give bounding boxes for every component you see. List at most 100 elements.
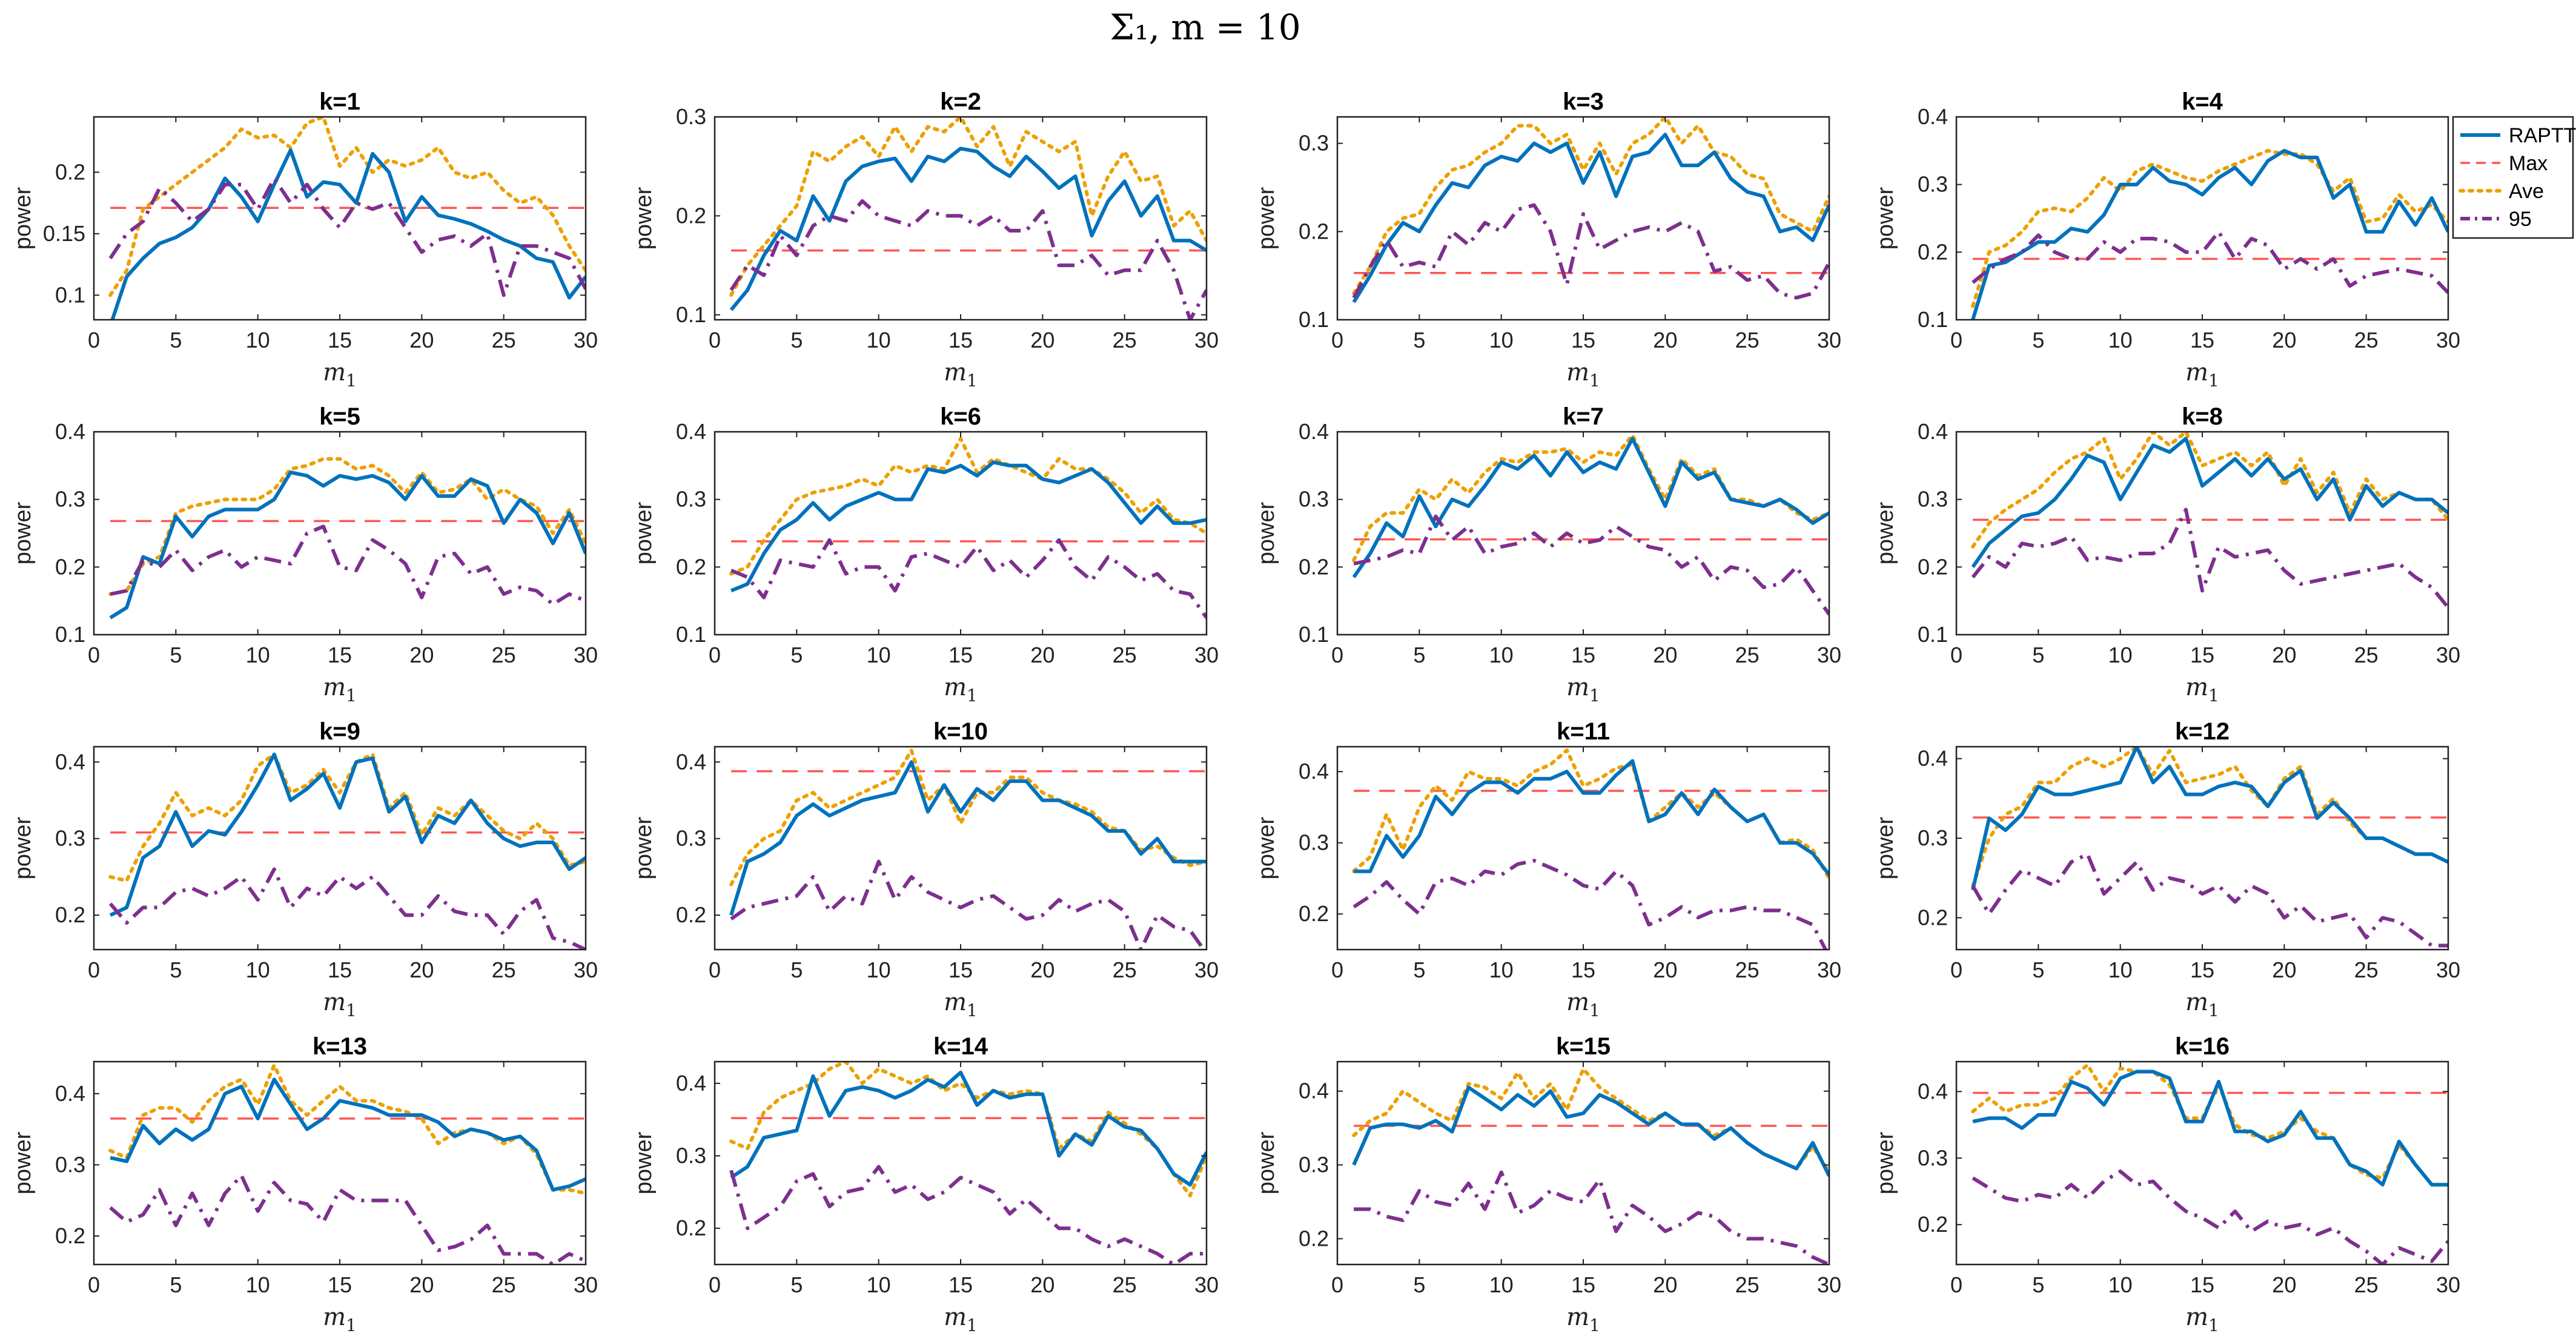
panel-k=5: 0 5 10 15 20 25 30 0.1 0.2 0.3 0.4 k=5 power m1 <box>10 403 598 706</box>
series-line-raptt <box>1352 133 1829 303</box>
y-tick-label: 0.2 <box>55 159 85 184</box>
series-line-95 <box>1971 852 2448 948</box>
x-tick-label: 5 <box>170 328 182 352</box>
x-tick-label: 20 <box>1653 1272 1677 1297</box>
y-tick-label: 0.4 <box>1918 419 1948 444</box>
x-tick-label: 10 <box>867 1272 891 1297</box>
series-line-raptt <box>109 752 586 917</box>
series-line-ave <box>1352 1067 1829 1174</box>
y-tick-label: 0.3 <box>1299 830 1329 855</box>
x-tick-label: 5 <box>170 1272 182 1297</box>
x-tick-label: 15 <box>2190 643 2214 667</box>
plot-area <box>715 432 1207 635</box>
x-tick-label: 30 <box>2436 328 2460 352</box>
series-line-ave <box>729 437 1207 576</box>
panel-title: k=13 <box>313 1033 367 1060</box>
panel-k=8: 0 5 10 15 20 25 30 0.1 0.2 0.3 0.4 k=8 power m1 <box>1873 403 2460 706</box>
panel-k=11: 0 5 10 15 20 25 30 0.2 0.3 0.4 k=11 power m1 <box>1254 718 1841 1020</box>
series-line-ave <box>729 117 1207 297</box>
y-axis-label: power <box>1254 1131 1279 1194</box>
series-line-95 <box>109 1174 586 1265</box>
y-tick-label: 0.3 <box>55 826 85 851</box>
y-tick-label: 0.3 <box>1299 487 1329 512</box>
x-tick-label: 15 <box>1571 957 1595 982</box>
y-axis-label: power <box>1873 187 1898 250</box>
panel-k=1: 0 5 10 15 20 25 30 0.1 0.15 0.2 k=1 power m1 <box>10 88 598 391</box>
y-tick-label: 0.2 <box>676 1215 706 1240</box>
legend-label-95: 95 <box>2509 208 2532 231</box>
series-line-95 <box>729 199 1207 320</box>
y-tick-label: 0.3 <box>1918 172 1948 197</box>
y-tick-label: 0.3 <box>55 487 85 512</box>
x-tick-label: 30 <box>2436 643 2460 667</box>
x-axis-label: m1 <box>944 1303 978 1335</box>
legend-label-max: Max <box>2509 152 2548 175</box>
x-tick-label: 0 <box>1950 328 1962 352</box>
x-tick-label: 0 <box>709 643 721 667</box>
series-line-raptt <box>729 760 1207 916</box>
panel-title: k=14 <box>933 1033 988 1060</box>
y-tick-label: 0.2 <box>676 554 706 579</box>
series-group <box>1352 748 1829 950</box>
x-tick-label: 20 <box>1653 643 1677 667</box>
x-tick-label: 25 <box>492 957 516 982</box>
panel-k=3: 0 5 10 15 20 25 30 0.1 0.2 0.3 k=3 power m1 <box>1254 88 1841 391</box>
panel-k=7: 0 5 10 15 20 25 30 0.1 0.2 0.3 0.4 k=7 power m1 <box>1254 403 1841 706</box>
x-tick-label: 15 <box>949 328 973 352</box>
x-tick-label: 0 <box>88 328 100 352</box>
x-tick-label: 10 <box>246 1272 270 1297</box>
y-tick-label: 0.4 <box>55 749 85 774</box>
y-tick-label: 0.2 <box>676 902 706 927</box>
x-tick-label: 0 <box>88 643 100 667</box>
panel-title: k=9 <box>319 718 360 745</box>
panel-k=15: 0 5 10 15 20 25 30 0.2 0.3 0.4 k=15 power m1 <box>1254 1033 1841 1335</box>
y-tick-label: 0.4 <box>1918 104 1948 129</box>
series-line-raptt <box>1971 437 2448 569</box>
series-line-ave <box>108 1063 586 1195</box>
x-tick-label: 25 <box>1113 957 1137 982</box>
x-tick-label: 5 <box>2032 328 2044 352</box>
series-group <box>729 1062 1207 1265</box>
x-tick-label: 0 <box>1331 957 1343 982</box>
x-tick-label: 30 <box>2436 957 2460 982</box>
panel-title: k=16 <box>2175 1033 2230 1060</box>
x-tick-label: 10 <box>867 957 891 982</box>
x-tick-label: 30 <box>1817 957 1841 982</box>
series-line-raptt <box>1352 1085 1829 1177</box>
series-line-raptt <box>1971 747 2448 891</box>
plot-area <box>94 432 586 635</box>
series-line-95 <box>1972 1169 2448 1265</box>
series-group <box>108 117 586 320</box>
x-tick-label: 20 <box>1653 957 1677 982</box>
y-tick-label: 0.3 <box>1918 487 1948 512</box>
plot-area <box>1337 747 1829 950</box>
y-tick-label: 0.3 <box>676 1143 706 1168</box>
x-tick-label: 25 <box>1113 328 1137 352</box>
x-tick-label: 30 <box>1817 1272 1841 1297</box>
y-tick-label: 0.3 <box>1918 1145 1948 1170</box>
legend-label-raptt: RAPTT <box>2509 124 2576 147</box>
x-tick-label: 0 <box>1950 957 1962 982</box>
x-tick-label: 0 <box>88 957 100 982</box>
y-axis-label: power <box>1873 501 1898 564</box>
x-tick-label: 5 <box>1413 643 1425 667</box>
y-tick-label: 0.1 <box>55 622 85 647</box>
panel-k=9: 0 5 10 15 20 25 30 0.2 0.3 0.4 k=9 power m1 <box>10 718 598 1020</box>
series-line-ave <box>108 457 586 596</box>
x-tick-label: 0 <box>709 328 721 352</box>
x-tick-label: 0 <box>1950 643 1962 667</box>
x-tick-label: 0 <box>709 1272 721 1297</box>
y-tick-label: 0.3 <box>1299 1152 1329 1177</box>
series-group <box>729 749 1207 950</box>
series-group <box>1971 148 2448 320</box>
y-tick-label: 0.2 <box>1299 554 1329 579</box>
x-tick-label: 30 <box>574 328 598 352</box>
plot-area <box>94 747 586 950</box>
y-tick-label: 0.3 <box>1918 825 1948 850</box>
series-line-raptt <box>730 1070 1207 1187</box>
panel-title: k=3 <box>1563 88 1604 115</box>
panel-title: k=2 <box>940 88 981 115</box>
series-line-raptt <box>1972 1070 2448 1187</box>
x-tick-label: 20 <box>1653 328 1677 352</box>
x-axis-label: m1 <box>944 359 978 391</box>
